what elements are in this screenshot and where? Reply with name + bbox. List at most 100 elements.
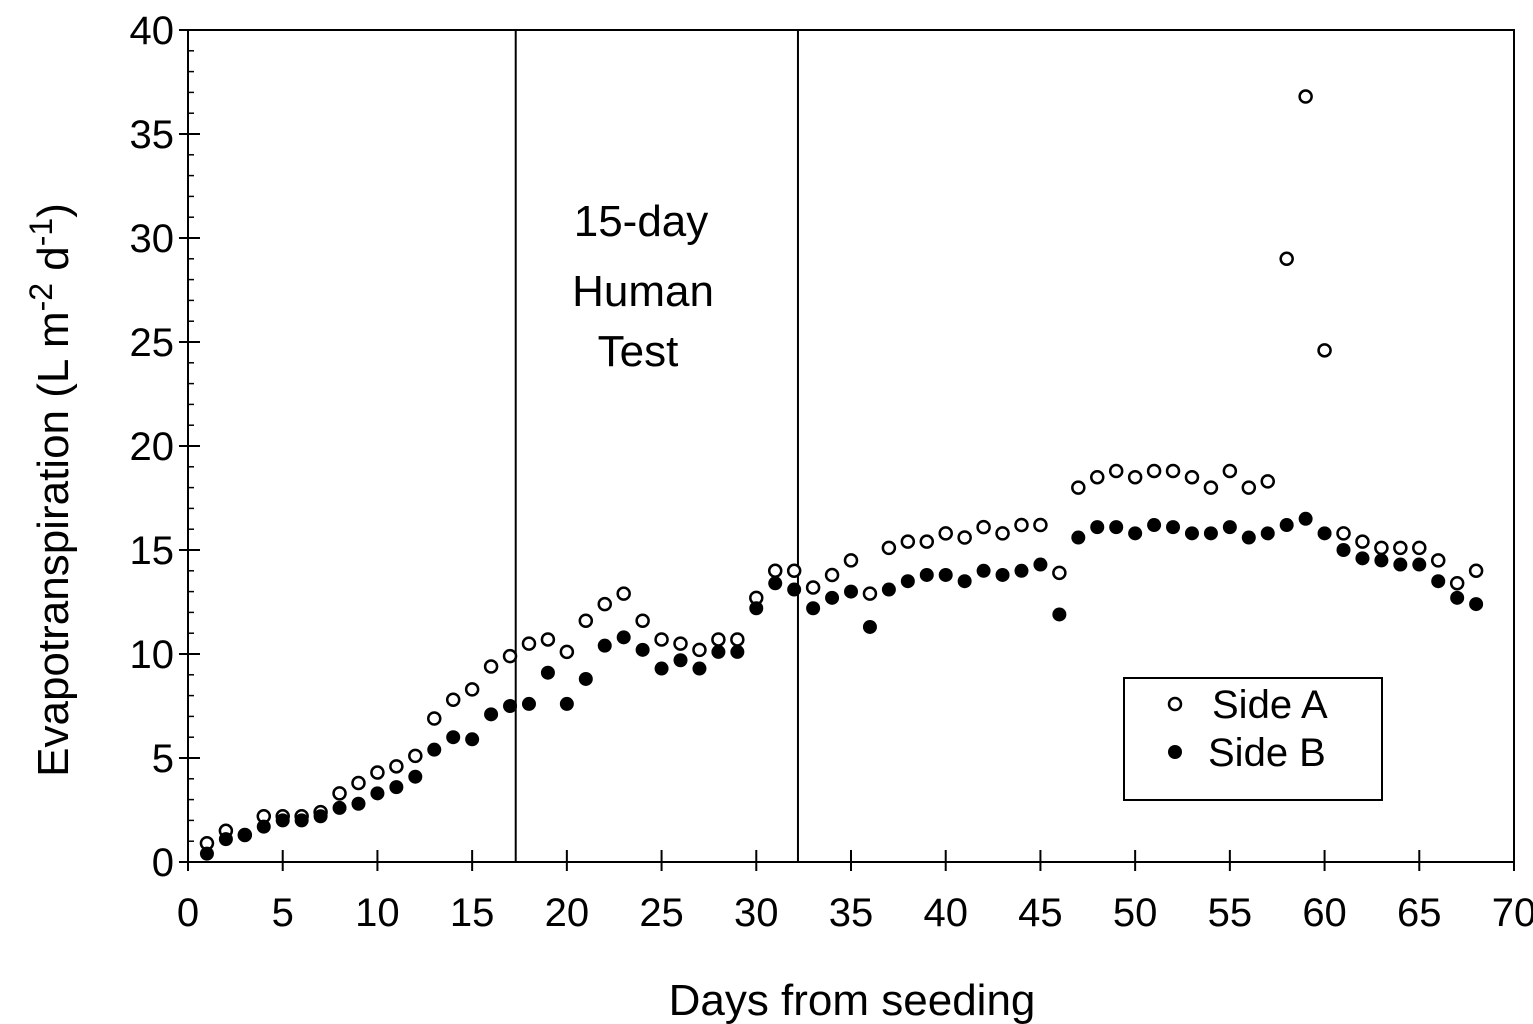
side-b-point (749, 601, 764, 616)
side-a-point (483, 659, 499, 674)
side-b-point (1184, 526, 1199, 541)
side-a-point (445, 692, 461, 708)
side-a-point (502, 648, 518, 664)
y-tick-label: 15 (130, 529, 175, 573)
side-a-point (408, 748, 423, 764)
side-b-point (1298, 511, 1313, 526)
side-b-point (1090, 520, 1105, 535)
side-b-point (446, 730, 461, 745)
side-b-point (332, 800, 347, 815)
major-ticks (179, 29, 1515, 871)
x-tick-label: 40 (923, 891, 968, 935)
legend-marker-side-a (1167, 696, 1183, 712)
side-a-point (1108, 463, 1124, 479)
x-tick-label: 55 (1208, 891, 1253, 935)
side-b-point (484, 707, 499, 722)
side-a-point (957, 530, 972, 545)
x-tick-label: 60 (1302, 891, 1347, 935)
side-b-point (711, 644, 726, 659)
y-tick-label: 40 (130, 9, 175, 53)
x-tick-label: 45 (1018, 891, 1063, 935)
side-a-point (1336, 526, 1351, 541)
side-b-point (692, 661, 707, 676)
side-a-point (1127, 469, 1143, 485)
side-a-point (1241, 480, 1257, 495)
side-b-point (1431, 574, 1446, 589)
side-b-point (1279, 518, 1294, 533)
x-tick-label: 0 (177, 891, 199, 935)
annotation-line-2: Human (572, 267, 714, 316)
legend-label-side-b: Side B (1208, 731, 1326, 775)
side-b-point (199, 846, 214, 861)
side-a-point (578, 613, 594, 628)
side-a-point (1355, 534, 1370, 549)
side-b-point (957, 574, 972, 589)
y-minor-ticks (188, 50, 194, 842)
y-axis-title: Evapotranspiration (L m-2 d-1) (23, 203, 78, 777)
side-b-point (351, 796, 366, 811)
side-a-point (351, 775, 366, 791)
side-a-point (1184, 469, 1200, 485)
side-b-point (1109, 520, 1124, 535)
side-b-point (1450, 590, 1465, 605)
side-b-point (408, 769, 423, 784)
side-b-point (1393, 557, 1408, 572)
side-a-point (1317, 343, 1332, 358)
side-b-point (465, 732, 480, 747)
side-a-point (1468, 563, 1484, 579)
side-a-point (767, 563, 783, 579)
side-a-point (427, 711, 442, 726)
side-a-point (1393, 540, 1408, 556)
x-axis-title: Days from seeding (669, 976, 1036, 1024)
side-a-point (786, 563, 802, 579)
x-tick-label: 25 (639, 891, 684, 935)
y-tick-label: 25 (130, 321, 175, 365)
side-b-point (654, 661, 669, 676)
y-tick-label: 35 (130, 113, 175, 157)
side-b-point (389, 780, 404, 795)
side-b-point (787, 582, 802, 597)
side-b-point (976, 563, 991, 578)
annotation-line-1: 15-day (574, 197, 709, 246)
side-b-point (275, 813, 290, 828)
side-a-point (900, 534, 916, 549)
side-a-point (540, 632, 556, 647)
side-b-point (635, 642, 650, 657)
side-a-point (1033, 517, 1048, 533)
side-a-point (654, 632, 669, 647)
side-a-point (635, 613, 650, 628)
side-b-point (881, 582, 896, 597)
side-b-point (673, 653, 688, 668)
side-a-point (843, 553, 859, 568)
y-tick-label: 0 (152, 841, 174, 885)
side-a-point (1052, 565, 1067, 581)
y-title-exp-1: -2 (23, 283, 59, 311)
side-a-point (673, 636, 688, 651)
side-a-point (1449, 576, 1465, 591)
y-tick-label: 10 (130, 633, 175, 677)
y-tick-label: 30 (130, 217, 175, 261)
side-b-point (427, 742, 442, 757)
side-b-point (578, 671, 593, 686)
y-title-exp-2: -1 (23, 218, 59, 246)
side-a-point (597, 596, 612, 612)
side-a-point (1090, 469, 1105, 485)
side-b-point (862, 619, 877, 634)
side-a-point (862, 586, 878, 601)
side-b-point (370, 786, 385, 801)
side-b-point (1241, 530, 1256, 545)
side-b-point (1147, 518, 1162, 533)
side-a-point (559, 644, 575, 660)
y-title-part-3: ) (29, 203, 78, 218)
side-b-point (1374, 553, 1389, 568)
legend: Side A Side B (1123, 677, 1383, 801)
side-b-point (1052, 607, 1067, 622)
side-b-point (1166, 520, 1181, 535)
side-b-point (540, 665, 555, 680)
side-b-point (616, 630, 631, 645)
side-a-point (1260, 474, 1275, 489)
side-b-point (559, 696, 574, 711)
side-b-point (1336, 543, 1351, 557)
side-b-point (237, 827, 252, 842)
